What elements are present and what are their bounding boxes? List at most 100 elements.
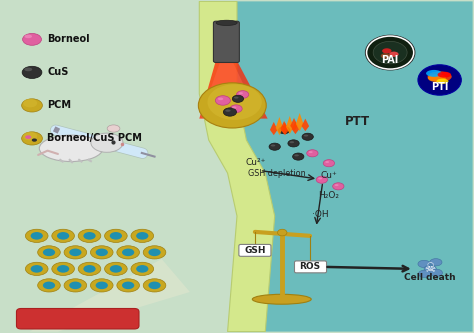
Text: ·OH: ·OH [312,210,329,219]
Ellipse shape [107,125,120,132]
Ellipse shape [122,282,134,289]
Ellipse shape [216,20,237,26]
Text: PTI: PTI [431,82,448,92]
Polygon shape [296,113,303,131]
Polygon shape [199,61,268,119]
Ellipse shape [316,176,328,183]
Polygon shape [281,123,289,135]
FancyBboxPatch shape [213,21,239,63]
Ellipse shape [302,133,313,140]
Ellipse shape [37,279,60,292]
Ellipse shape [136,265,148,273]
Ellipse shape [26,262,48,275]
Ellipse shape [208,84,262,120]
Polygon shape [30,259,190,332]
Ellipse shape [96,248,108,256]
Text: PTT: PTT [345,115,370,128]
Ellipse shape [64,246,87,259]
Ellipse shape [31,232,43,240]
Text: Cu²⁺: Cu²⁺ [246,158,266,167]
Ellipse shape [389,52,399,57]
Ellipse shape [382,48,392,54]
Text: GSH: GSH [244,246,265,255]
Ellipse shape [52,229,74,242]
Text: Cell death: Cell death [404,273,456,282]
Ellipse shape [105,229,127,242]
Polygon shape [301,119,309,131]
Ellipse shape [31,265,43,273]
Ellipse shape [22,99,42,112]
Ellipse shape [39,135,103,162]
Ellipse shape [22,132,42,145]
Ellipse shape [25,35,32,38]
Ellipse shape [428,74,446,82]
Ellipse shape [430,259,442,266]
Ellipse shape [117,246,139,259]
Ellipse shape [122,248,134,256]
Ellipse shape [91,246,113,259]
Text: ☠: ☠ [425,262,436,275]
Ellipse shape [292,153,304,160]
Ellipse shape [218,98,223,100]
Circle shape [277,229,287,236]
Ellipse shape [136,232,148,240]
Ellipse shape [78,229,101,242]
Ellipse shape [365,35,415,70]
Ellipse shape [307,150,318,157]
Ellipse shape [43,248,55,256]
Polygon shape [290,118,298,131]
Ellipse shape [52,262,74,275]
Ellipse shape [57,265,69,273]
Ellipse shape [57,232,69,240]
Ellipse shape [105,262,127,275]
Ellipse shape [237,91,249,98]
Text: GSH depletion: GSH depletion [248,169,306,178]
Ellipse shape [32,139,37,142]
Ellipse shape [91,279,113,292]
Text: ROS: ROS [300,262,320,271]
Ellipse shape [232,95,244,102]
Ellipse shape [69,282,82,289]
Ellipse shape [37,246,60,259]
Ellipse shape [430,269,442,276]
Ellipse shape [381,53,390,59]
Ellipse shape [143,279,166,292]
Ellipse shape [428,71,452,82]
Polygon shape [286,116,293,134]
Ellipse shape [323,160,335,167]
Ellipse shape [198,83,266,128]
Ellipse shape [373,41,407,64]
Ellipse shape [225,110,230,112]
Ellipse shape [280,128,285,130]
Ellipse shape [230,105,242,113]
Ellipse shape [271,145,275,147]
Ellipse shape [252,294,311,304]
Ellipse shape [117,279,139,292]
FancyBboxPatch shape [17,308,139,329]
FancyBboxPatch shape [239,244,271,256]
Ellipse shape [419,270,431,277]
Ellipse shape [232,106,237,109]
Ellipse shape [110,232,122,240]
Text: CuS: CuS [47,67,68,77]
Ellipse shape [269,143,280,150]
Text: Cu⁺: Cu⁺ [321,171,337,180]
Ellipse shape [143,246,166,259]
Ellipse shape [83,232,96,240]
Text: PCM: PCM [47,101,71,111]
Ellipse shape [223,108,237,116]
Text: Borneol: Borneol [47,34,90,44]
Ellipse shape [288,140,299,147]
Ellipse shape [418,65,461,95]
Ellipse shape [325,161,329,163]
Ellipse shape [83,265,96,273]
Ellipse shape [131,262,154,275]
Ellipse shape [25,135,31,139]
Polygon shape [199,1,275,332]
Ellipse shape [148,282,161,289]
FancyBboxPatch shape [294,261,327,273]
Ellipse shape [418,260,430,267]
Ellipse shape [335,184,338,186]
Ellipse shape [278,127,290,134]
Ellipse shape [23,33,41,45]
